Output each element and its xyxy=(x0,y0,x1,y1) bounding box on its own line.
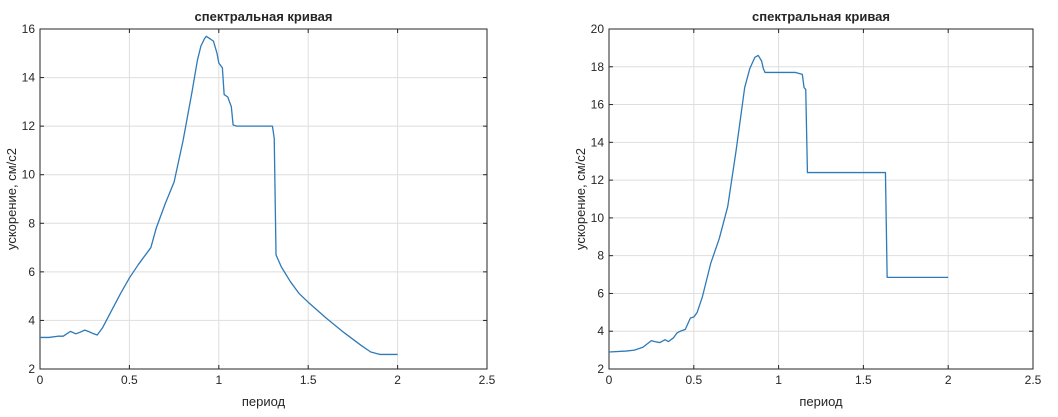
spectral-chart-left: 0 0.5 1 1.5 2 2.5 2 4 6 8 10 12 14 16 спектральная к… xyxy=(0,0,529,412)
plot-area xyxy=(39,28,488,370)
x-tick-label: 0 xyxy=(606,373,613,387)
x-tick-label: 1.5 xyxy=(855,373,872,387)
chart-title: спектральная кривая xyxy=(195,9,333,24)
x-axis-label: период xyxy=(799,394,843,409)
x-tick-label: 2.5 xyxy=(1025,373,1042,387)
x-tick-label: 2 xyxy=(945,373,952,387)
chart-svg-right: 0 0.5 1 1.5 2 2.5 2 4 6 8 10 12 14 16 18 20 спектральн… xyxy=(573,9,1042,409)
y-tick-label: 20 xyxy=(591,22,605,36)
y-tick-label: 6 xyxy=(597,286,604,300)
spectral-curve-line xyxy=(40,35,398,356)
spectral-curve-line xyxy=(608,54,949,353)
y-axis-label: ускорение, см/с2 xyxy=(4,148,19,250)
y-tick-label: 8 xyxy=(597,249,604,263)
y-tick-label: 4 xyxy=(28,313,35,327)
x-tick-label: 0.5 xyxy=(121,373,138,387)
chart-title: спектральная кривая xyxy=(752,9,890,24)
plot-area xyxy=(608,28,1034,370)
x-ticks: 0 0.5 1 1.5 2 2.5 xyxy=(606,29,1042,387)
y-tick-label: 18 xyxy=(591,60,605,74)
y-tick-label: 16 xyxy=(22,22,36,36)
y-tick-label: 10 xyxy=(591,211,605,225)
y-grid xyxy=(609,28,1033,370)
x-ticks: 0 0.5 1 1.5 2 2.5 xyxy=(37,29,496,387)
x-tick-label: 0.5 xyxy=(685,373,702,387)
y-tick-label: 2 xyxy=(597,362,604,376)
x-tick-label: 1.5 xyxy=(300,373,317,387)
x-tick-label: 0 xyxy=(37,373,44,387)
y-tick-label: 8 xyxy=(28,216,35,230)
y-tick-label: 12 xyxy=(22,119,36,133)
y-tick-label: 2 xyxy=(28,362,35,376)
x-axis-label: период xyxy=(242,394,286,409)
y-tick-label: 4 xyxy=(597,324,604,338)
x-tick-label: 2.5 xyxy=(479,373,496,387)
y-tick-label: 16 xyxy=(591,98,605,112)
y-axis-label: ускорение, см/с2 xyxy=(573,148,588,250)
x-grid xyxy=(608,29,1034,369)
y-tick-label: 14 xyxy=(22,71,36,85)
y-tick-label: 14 xyxy=(591,135,605,149)
y-ticks: 2 4 6 8 10 12 14 16 18 20 xyxy=(591,22,1033,376)
y-tick-label: 10 xyxy=(22,168,36,182)
x-tick-label: 1 xyxy=(215,373,222,387)
x-tick-label: 1 xyxy=(775,373,782,387)
y-tick-label: 12 xyxy=(591,173,605,187)
y-tick-label: 6 xyxy=(28,265,35,279)
spectral-chart-right: 0 0.5 1 1.5 2 2.5 2 4 6 8 10 12 14 16 18 20 спектральн… xyxy=(529,0,1058,412)
y-ticks: 2 4 6 8 10 12 14 16 xyxy=(22,22,487,376)
chart-svg-left: 0 0.5 1 1.5 2 2.5 2 4 6 8 10 12 14 16 спектральная к… xyxy=(4,9,496,409)
x-tick-label: 2 xyxy=(394,373,401,387)
